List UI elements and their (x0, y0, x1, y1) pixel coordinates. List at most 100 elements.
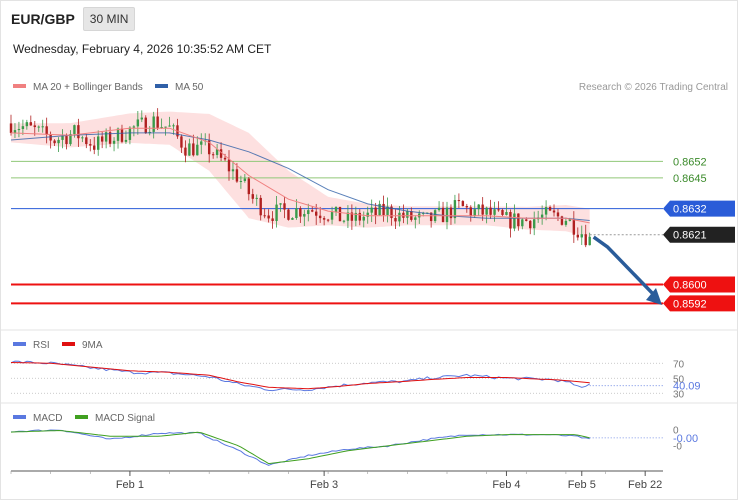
candle-body (29, 122, 33, 126)
candle-body (255, 197, 258, 199)
candle-body (144, 117, 147, 134)
ma50-legend-label: MA 50 (175, 82, 204, 93)
candle-body (315, 211, 318, 216)
candle-body (560, 216, 564, 225)
candle-body (184, 147, 187, 156)
macd-legend-label: MACD (33, 413, 62, 424)
candle-body (568, 219, 572, 221)
candle-body (330, 212, 334, 220)
candle-body (180, 136, 183, 148)
ma50-line (10, 132, 590, 221)
candle-body (267, 215, 270, 219)
candle-body (580, 234, 583, 238)
x-axis-tick-label: Feb 3 (310, 479, 338, 491)
candle-body (501, 209, 504, 215)
candle-body (263, 215, 266, 217)
candle-body (128, 127, 132, 140)
candle-body (299, 208, 302, 217)
candle-body (406, 211, 409, 218)
macd_signal-legend-label: MACD Signal (95, 413, 155, 424)
candle-body (374, 207, 377, 216)
candle-body (136, 119, 140, 127)
candle-body (259, 197, 262, 216)
candle-body (69, 134, 72, 145)
candle-body (318, 215, 322, 219)
candle-body (251, 194, 254, 199)
candle-body (13, 130, 17, 133)
rsi_ma-legend-label: 9MA (82, 340, 103, 351)
support-level-label: 0.8592 (673, 298, 707, 310)
candle-body (192, 143, 195, 156)
candle-body (449, 207, 453, 219)
candle-body (386, 206, 389, 215)
candle-body (366, 212, 369, 217)
candle-body (108, 132, 112, 144)
rsi-level-label: 30 (673, 389, 685, 400)
candle-body (533, 219, 536, 229)
candle-body (45, 126, 48, 135)
candle-body (346, 212, 350, 221)
candle-body (576, 234, 579, 238)
candle-body (307, 210, 310, 215)
candle-body (505, 212, 508, 215)
candle-body (41, 126, 44, 128)
ma20-legend-swatch (13, 84, 26, 88)
candle-body (152, 116, 155, 132)
candle-body (156, 116, 159, 128)
candle-body (469, 207, 472, 216)
candle-body (132, 126, 136, 128)
candle-body (97, 136, 100, 150)
candle-body (219, 149, 223, 158)
rsi-level-label: 50 (673, 374, 685, 385)
macd-legend-swatch (13, 415, 26, 419)
candle-body (235, 169, 239, 182)
candle-body (572, 219, 576, 235)
x-axis-tick-label: Feb 22 (628, 479, 662, 491)
candle-body (17, 129, 21, 131)
candle-body (275, 204, 278, 221)
bollinger-band (11, 111, 590, 238)
candle-body (525, 219, 528, 221)
timeframe-badge[interactable]: 30 MIN (82, 7, 136, 31)
support-level-tag (663, 295, 735, 312)
candle-body (473, 209, 476, 216)
price-panel: MA 20 + Bollinger Bands MA 50 0.8652 0.8645… (0, 82, 738, 331)
candle-body (354, 212, 358, 221)
candle-body (517, 213, 520, 227)
candle-body (521, 219, 524, 227)
last-level-label: 0.8621 (673, 230, 707, 242)
candle-body (564, 220, 568, 225)
candle-body (100, 136, 104, 142)
candle-body (73, 125, 76, 135)
candle-body (227, 159, 231, 172)
candle-body (394, 218, 397, 222)
rsi-line (10, 360, 590, 392)
rsi_ma-legend-swatch (62, 342, 75, 346)
datetime-label: Wednesday, February 4, 2026 10:35:52 AM … (13, 42, 272, 56)
candle-body (21, 126, 25, 130)
candle-body (378, 203, 381, 216)
candle-body (160, 126, 163, 128)
candle-body (200, 141, 203, 145)
candle-body (465, 206, 469, 208)
forecast-arrow-head (646, 288, 662, 306)
support-level-label: 0.8600 (673, 279, 707, 291)
candle-body (548, 207, 552, 211)
candle-body (461, 201, 465, 207)
candle-body (552, 210, 556, 213)
pivot-level-tag (663, 200, 735, 217)
candle-body (457, 200, 461, 202)
candle-body (362, 216, 365, 221)
ma50-legend-swatch (155, 84, 168, 88)
symbol-title: EUR/GBP (11, 11, 75, 27)
candle-body (207, 140, 211, 155)
candle-body (25, 122, 29, 127)
candle-body (584, 234, 587, 246)
candle-body (57, 139, 60, 144)
chart-header: EUR/GBP 30 MIN (11, 7, 136, 31)
candle-body (188, 143, 191, 156)
candle-body (509, 212, 512, 229)
rsi-current-label: 40.09 (673, 381, 701, 393)
